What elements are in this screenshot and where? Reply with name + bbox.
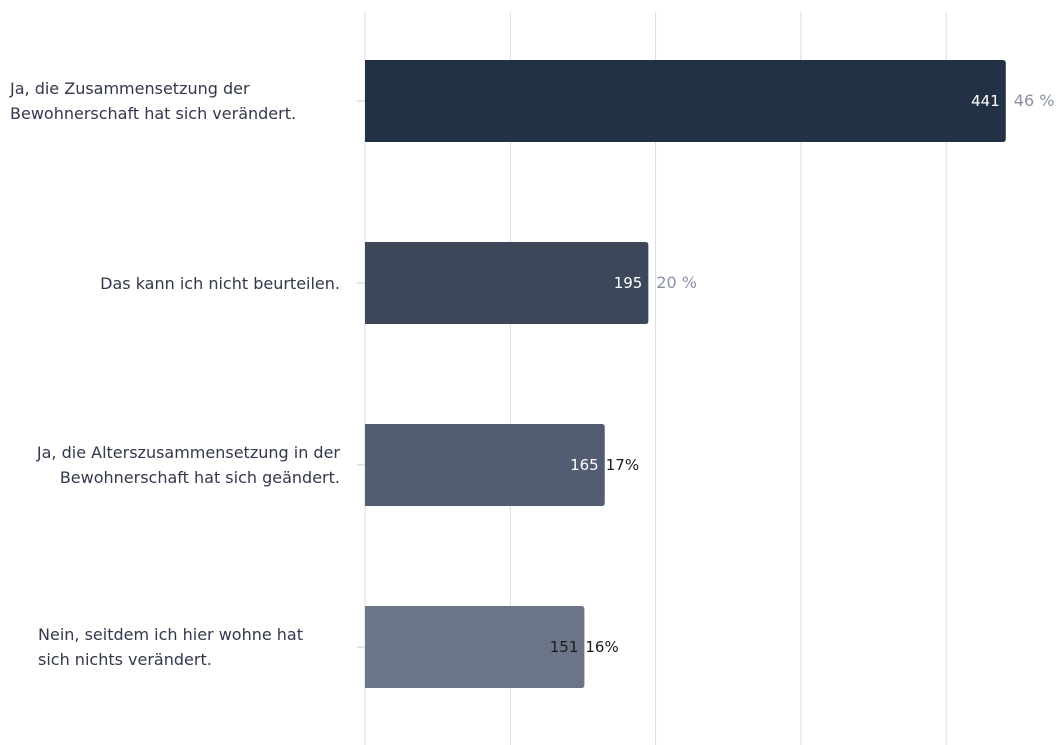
category-label-line: Ja, die Zusammensetzung der bbox=[10, 79, 250, 98]
value-label-0: 441 bbox=[971, 92, 1000, 110]
category-label-1: Das kann ich nicht beurteilen. bbox=[10, 271, 340, 296]
value-label-3: 151 bbox=[550, 638, 579, 656]
bar-1 bbox=[365, 242, 649, 324]
percent-label-0: 46 % bbox=[1014, 91, 1055, 110]
category-label-2: Ja, die Alterszusammensetzung in der Bewo… bbox=[10, 440, 340, 490]
percent-label-2: 17% bbox=[606, 456, 639, 474]
value-label-2: 165 bbox=[570, 456, 599, 474]
bar-0 bbox=[365, 60, 1006, 142]
category-label-line: Bewohnerschaft hat sich geändert. bbox=[59, 468, 340, 487]
category-label-line: Das kann ich nicht beurteilen. bbox=[100, 273, 340, 293]
bar-2 bbox=[365, 424, 605, 506]
category-label-3: Nein, seitdem ich hier wohne hat sich nic… bbox=[38, 622, 368, 672]
percent-label-1: 20 % bbox=[656, 273, 697, 292]
percent-label-3: 16% bbox=[585, 638, 618, 656]
category-label-0: Ja, die Zusammensetzung der Bewohnerschaf… bbox=[10, 76, 340, 126]
category-label-line: sich nichts verändert. bbox=[38, 650, 212, 669]
category-label-line: Ja, die Alterszusammensetzung in der bbox=[36, 443, 340, 462]
value-label-1: 195 bbox=[614, 274, 643, 292]
bar-3 bbox=[365, 606, 585, 688]
category-label-line: Nein, seitdem ich hier wohne hat bbox=[38, 625, 304, 644]
category-label-line: Bewohnerschaft hat sich verändert. bbox=[10, 104, 297, 123]
